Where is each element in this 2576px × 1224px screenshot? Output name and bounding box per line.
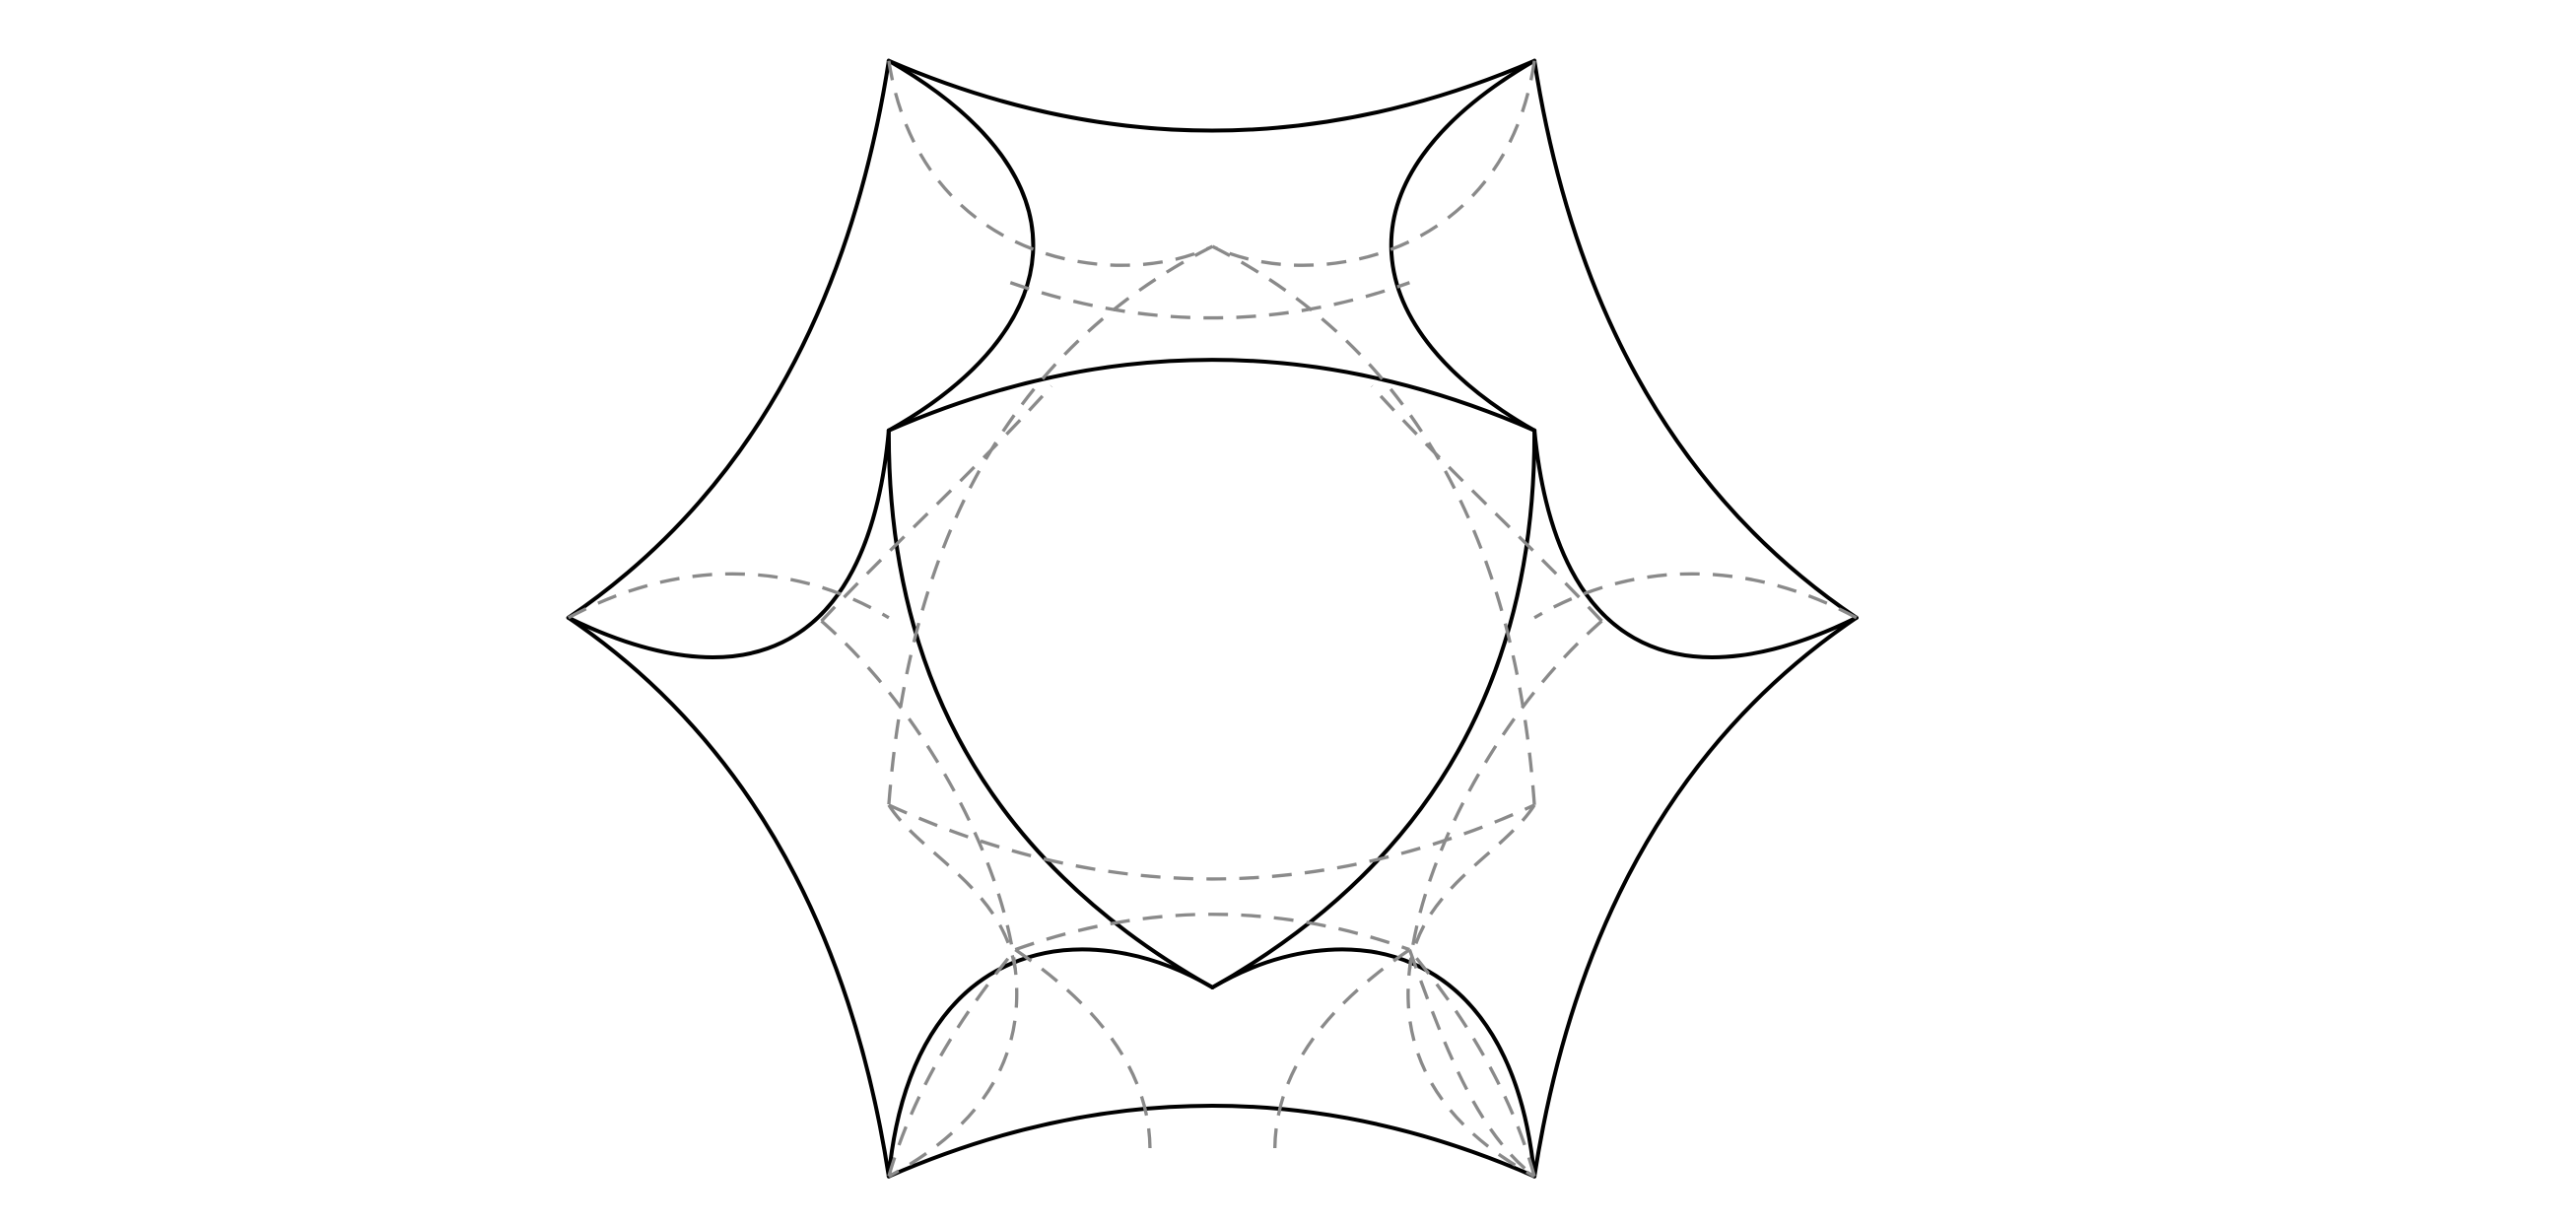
lobe-top-left — [886, 58, 1036, 433]
dashed-arc-bottom-right-corner — [1406, 803, 1536, 1179]
dashed-arc-upper-right — [1211, 60, 1536, 267]
dashed-arc-bottom-left-corner — [887, 803, 1019, 1179]
dashed-arc-upper — [887, 60, 1214, 267]
dashed-arc-bottom-left-inner — [1014, 948, 1152, 1150]
lobe-right — [1532, 428, 1859, 659]
lobe-bottom-left — [886, 947, 1215, 1179]
solid-lobes — [566, 58, 1859, 1179]
dashed-arc-right-lower — [1407, 619, 1603, 970]
dashed-triangle-bottom — [888, 803, 1535, 881]
lobe-top-right — [1389, 58, 1537, 433]
dashed-arc-bottom-right-sweep — [1408, 948, 1536, 1178]
dashed-lens-right-upper — [1533, 572, 1858, 620]
lobe-bottom-right — [1210, 947, 1537, 1179]
inner-arc-left — [886, 428, 1215, 989]
dashed-arc-left-lower — [820, 619, 1017, 970]
dashed-arc-bottom-inner — [1014, 913, 1410, 952]
dashed-arc-bottom-link — [1407, 949, 1536, 1178]
dashed-construction-curves — [568, 60, 1858, 1179]
dashed-arc-left-mid — [820, 384, 1053, 623]
dashed-triangle-left-side — [887, 244, 1214, 806]
dashed-lens-left-upper — [568, 572, 890, 620]
outer-star-outline — [566, 58, 1859, 1179]
inner-arc-top — [886, 358, 1537, 433]
outer-arc-top-left — [566, 58, 891, 620]
dashed-arc-bottom-left-sweep — [887, 948, 1017, 1178]
outer-arc-top-right — [1532, 58, 1859, 620]
inner-arc-right — [1210, 428, 1537, 989]
outer-arc-bottom — [886, 1104, 1537, 1179]
dashed-arc-bottom-right-inner — [1272, 948, 1411, 1150]
outer-arc-bottom-left — [566, 615, 891, 1179]
inner-shape-outline — [886, 358, 1537, 989]
outer-arc-bottom-right — [1532, 615, 1859, 1179]
dashed-arc-right-mid — [1370, 384, 1603, 623]
lobe-left — [566, 428, 891, 659]
dashed-arc-top-inner — [1009, 281, 1410, 320]
dashed-triangle-right-side — [1211, 244, 1536, 806]
outer-arc-top — [886, 58, 1537, 133]
